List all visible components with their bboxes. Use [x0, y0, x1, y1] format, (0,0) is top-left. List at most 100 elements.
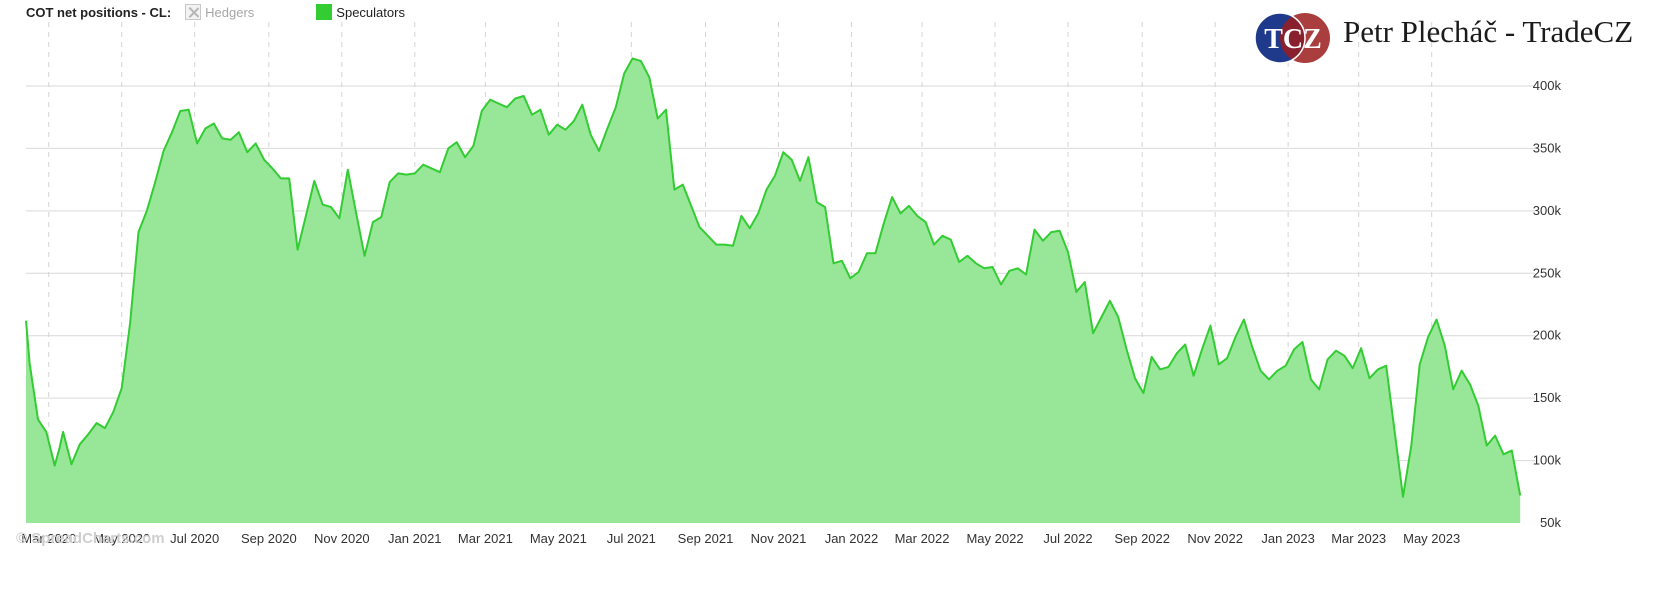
data-point[interactable]: 2022-10-28: 208000: [1207, 323, 1213, 329]
data-point[interactable]: 2022-11-11: 182000: [1224, 355, 1230, 361]
data-point[interactable]: 2022-02-04: 311000: [889, 194, 895, 200]
data-point[interactable]: 2023-05-05: 213000: [1434, 317, 1440, 323]
data-point[interactable]: 2022-11-18: 199000: [1233, 334, 1239, 340]
data-point[interactable]: 2020-09-18: 326000: [286, 175, 292, 181]
data-point[interactable]: 2022-02-18: 304000: [906, 203, 912, 209]
data-point[interactable]: 2020-04-10: 130000: [94, 420, 100, 426]
data-point[interactable]: 2023-01-13: 195000: [1300, 339, 1306, 345]
data-point[interactable]: 2022-07-29: 215000: [1099, 314, 1105, 320]
data-point[interactable]: 2021-01-29: 350000: [445, 145, 451, 151]
data-point[interactable]: 2022-06-10: 276000: [1040, 238, 1046, 244]
data-point[interactable]: 2022-09-16: 173000: [1157, 366, 1163, 372]
data-point[interactable]: 2022-08-26: 166000: [1132, 375, 1138, 381]
data-point[interactable]: 2023-05-12: 192000: [1442, 343, 1448, 349]
data-point[interactable]: 2022-06-03: 285000: [1032, 227, 1038, 233]
data-point[interactable]: 2022-12-02: 191000: [1249, 344, 1255, 350]
data-point[interactable]: 2020-11-06: 333000: [345, 167, 351, 173]
data-point[interactable]: 2022-11-25: 213000: [1241, 317, 1247, 323]
data-point[interactable]: 2021-06-04: 348000: [596, 148, 602, 154]
data-point[interactable]: 2021-10-08: 286000: [747, 225, 753, 231]
data-point[interactable]: 2020-12-18: 330000: [395, 170, 401, 176]
data-point[interactable]: 2020-10-30: 294000: [336, 215, 342, 221]
data-point[interactable]: 2021-05-07: 365000: [563, 127, 569, 133]
data-point[interactable]: 2023-04-28: 199000: [1425, 334, 1431, 340]
data-point[interactable]: 2021-10-15: 298000: [755, 210, 761, 216]
data-point[interactable]: 2021-05-28: 361000: [588, 132, 594, 138]
data-point[interactable]: 2023-04-21: 177000: [1417, 361, 1423, 367]
data-point[interactable]: 2021-04-16: 381000: [537, 107, 543, 113]
data-point[interactable]: 2020-05-01: 158000: [119, 385, 125, 391]
data-point[interactable]: 2022-12-09: 172000: [1258, 368, 1264, 374]
data-point[interactable]: 2020-04-24: 139000: [110, 409, 116, 415]
data-point[interactable]: 2022-11-04: 177000: [1216, 361, 1222, 367]
data-point[interactable]: 2020-11-27: 291000: [370, 219, 376, 225]
data-point[interactable]: 2021-08-06: 317000: [671, 187, 677, 193]
data-point[interactable]: 2021-06-18: 383000: [613, 104, 619, 110]
data-point[interactable]: 2020-03-27: 113000: [77, 441, 83, 447]
data-point[interactable]: 2020-05-08: 210000: [127, 320, 133, 326]
data-point[interactable]: 2022-12-16: 165000: [1266, 376, 1272, 382]
data-point[interactable]: 2023-02-24: 174000: [1350, 365, 1356, 371]
data-point[interactable]: 2021-09-17: 273000: [722, 242, 728, 248]
data-point[interactable]: 2021-10-01: 296000: [738, 213, 744, 219]
data-point[interactable]: 2023-04-14: 112000: [1408, 443, 1414, 449]
data-point[interactable]: 2021-09-24: 272000: [730, 243, 736, 249]
data-point[interactable]: 2022-09-09: 183000: [1149, 354, 1155, 360]
data-point[interactable]: 2020-03-13: 123000: [60, 429, 66, 435]
data-point[interactable]: 2020-08-07: 363000: [236, 129, 242, 135]
data-point[interactable]: 2021-11-19: 324000: [797, 178, 803, 184]
data-point[interactable]: 2021-06-11: 366000: [604, 126, 610, 132]
data-point[interactable]: 2020-03-20: 97000: [69, 461, 75, 467]
data-point[interactable]: 2021-04-09: 377000: [529, 112, 535, 118]
data-point[interactable]: 2021-07-23: 374000: [655, 116, 661, 122]
data-point[interactable]: 2023-01-20: 165000: [1308, 376, 1314, 382]
legend-item-hedgers[interactable]: Hedgers: [185, 4, 254, 20]
data-point[interactable]: 2020-05-22: 300000: [144, 208, 150, 214]
data-point[interactable]: 2021-07-02: 422000: [630, 56, 636, 62]
data-point[interactable]: 2020-02-11: 212000: [23, 318, 29, 324]
data-point[interactable]: 2022-04-15: 258000: [973, 260, 979, 266]
data-point[interactable]: 2022-10-07: 193000: [1182, 342, 1188, 348]
data-point[interactable]: 2021-12-10: 303000: [822, 204, 828, 210]
data-point[interactable]: 2020-09-04: 334000: [269, 165, 275, 171]
data-point[interactable]: 2020-10-02: 296000: [303, 213, 309, 219]
data-point[interactable]: 2021-11-05: 347000: [780, 149, 786, 155]
data-point[interactable]: 2021-12-17: 258000: [831, 260, 837, 266]
data-point[interactable]: 2022-04-29: 255000: [990, 264, 996, 270]
data-point[interactable]: 2023-02-17: 184000: [1341, 353, 1347, 359]
data-point[interactable]: 2022-04-01: 259000: [956, 259, 962, 265]
data-point[interactable]: 2021-02-19: 352000: [470, 143, 476, 149]
data-point[interactable]: 2020-07-31: 357000: [228, 137, 234, 143]
data-point[interactable]: 2022-12-23: 172000: [1274, 368, 1280, 374]
data-point[interactable]: 2022-02-25: 296000: [914, 213, 920, 219]
data-point[interactable]: 2021-07-16: 407000: [646, 74, 652, 80]
legend-item-speculators[interactable]: Speculators: [316, 4, 405, 20]
data-point[interactable]: 2021-04-02: 392000: [521, 93, 527, 99]
data-point[interactable]: 2020-10-23: 303000: [328, 204, 334, 210]
data-point[interactable]: 2023-05-19: 157000: [1450, 386, 1456, 392]
data-point[interactable]: 2023-03-03: 190000: [1358, 345, 1364, 351]
data-point[interactable]: 2020-03-06: 96000: [52, 463, 58, 469]
data-point[interactable]: 2021-07-09: 420000: [638, 58, 644, 64]
data-point[interactable]: 2022-03-04: 291000: [923, 219, 929, 225]
speculators-line[interactable]: [25, 57, 1522, 498]
data-point[interactable]: 2021-08-20: 304000: [688, 203, 694, 209]
data-point[interactable]: 2020-08-14: 347000: [244, 149, 250, 155]
data-point[interactable]: 2022-05-06: 241000: [998, 282, 1004, 288]
data-point[interactable]: 2023-01-06: 189000: [1291, 346, 1297, 352]
data-point[interactable]: 2022-10-21: 189000: [1199, 346, 1205, 352]
data-point[interactable]: 2023-02-03: 181000: [1325, 356, 1331, 362]
data-point[interactable]: 2020-05-15: 283000: [136, 229, 142, 235]
data-point[interactable]: 2020-06-19: 380000: [177, 108, 183, 114]
data-point[interactable]: 2020-07-24: 358000: [219, 135, 225, 141]
data-point[interactable]: 2021-03-26: 390000: [512, 96, 518, 102]
data-point[interactable]: 2022-05-27: 249000: [1023, 272, 1029, 278]
data-point[interactable]: 2023-03-10: 166000: [1367, 375, 1373, 381]
data-point[interactable]: 2020-09-25: 269000: [295, 247, 301, 253]
data-point[interactable]: 2020-04-03: 121000: [85, 431, 91, 437]
data-point[interactable]: 2021-02-05: 355000: [454, 139, 460, 145]
data-point[interactable]: 2020-07-03: 354000: [194, 140, 200, 146]
data-point[interactable]: 2021-10-22: 317000: [764, 187, 770, 193]
data-point[interactable]: 2023-06-16: 112000: [1484, 443, 1490, 449]
data-point[interactable]: 2021-11-26: 343000: [805, 154, 811, 160]
